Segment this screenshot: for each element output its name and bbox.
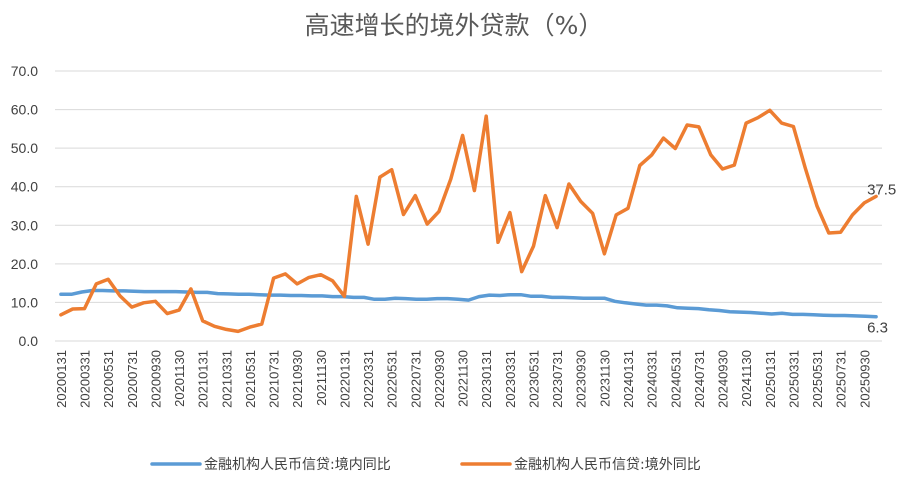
series-end-label-0: 6.3 bbox=[867, 320, 888, 337]
series-lines bbox=[59, 108, 878, 334]
series-line-0 bbox=[59, 288, 878, 319]
x-tick-label: 20250531 bbox=[810, 350, 825, 408]
gridlines bbox=[55, 70, 882, 342]
x-tick-label: 20240331 bbox=[645, 350, 660, 408]
x-tick-label: 20241130 bbox=[739, 350, 754, 407]
y-tick-label: 0.0 bbox=[19, 333, 39, 349]
x-tick-label: 20250930 bbox=[857, 350, 872, 408]
chart-title: 高速增长的境外贷款（%） bbox=[305, 11, 604, 40]
y-tick-label: 20.0 bbox=[11, 256, 38, 272]
x-tick-label: 20220930 bbox=[432, 350, 447, 408]
x-tick-label: 20250131 bbox=[763, 350, 778, 408]
x-axis-tick-labels: 20200131 20200331 20200531 20200731 20200930… bbox=[54, 350, 872, 408]
x-tick-label: 20210531 bbox=[243, 350, 258, 408]
legend-label-1: 金融机构人民币信贷:境外同比 bbox=[514, 457, 701, 473]
y-tick-label: 40.0 bbox=[11, 179, 38, 195]
x-tick-label: 20230331 bbox=[503, 350, 518, 408]
series-line-1 bbox=[59, 108, 878, 334]
x-tick-label: 20250331 bbox=[786, 350, 801, 408]
x-tick-label: 20240930 bbox=[716, 350, 731, 408]
y-tick-label: 30.0 bbox=[11, 217, 38, 233]
y-axis-tick-labels: 0.0 10.0 20.0 30.0 40.0 50.0 60.0 70.0 bbox=[11, 63, 38, 349]
series-end-label-1: 37.5 bbox=[867, 181, 896, 198]
x-tick-label: 20230930 bbox=[574, 350, 589, 408]
x-tick-label: 20231130 bbox=[597, 350, 612, 407]
x-tick-label: 20210331 bbox=[219, 350, 234, 408]
x-tick-label: 20230531 bbox=[526, 350, 541, 408]
legend-label-0: 金融机构人民币信贷:境内同比 bbox=[204, 457, 391, 473]
x-tick-label: 20210131 bbox=[196, 350, 211, 408]
x-tick-label: 20221130 bbox=[456, 350, 471, 407]
x-tick-label: 20240531 bbox=[668, 350, 683, 408]
x-tick-label: 20220331 bbox=[361, 350, 376, 408]
x-tick-label: 20240731 bbox=[692, 350, 707, 408]
x-tick-label: 20220131 bbox=[337, 350, 352, 408]
x-tick-label: 20230131 bbox=[479, 350, 494, 408]
x-tick-label: 20200331 bbox=[78, 350, 93, 408]
x-tick-label: 20200930 bbox=[148, 350, 163, 408]
x-tick-label: 20200531 bbox=[101, 350, 116, 408]
y-tick-label: 10.0 bbox=[11, 294, 38, 310]
x-tick-label: 20201130 bbox=[172, 350, 187, 407]
x-tick-label: 20211130 bbox=[314, 350, 329, 406]
x-tick-label: 20210731 bbox=[267, 350, 282, 408]
x-tick-label: 20200131 bbox=[54, 350, 69, 408]
x-tick-label: 20220531 bbox=[385, 350, 400, 408]
x-tick-label: 20220731 bbox=[408, 350, 423, 408]
x-tick-label: 20250731 bbox=[834, 350, 849, 408]
end-labels: 6.3 37.5 bbox=[867, 181, 896, 336]
x-tick-label: 20240131 bbox=[621, 350, 636, 408]
y-tick-label: 70.0 bbox=[11, 63, 38, 79]
x-tick-label: 20210930 bbox=[290, 350, 305, 408]
y-tick-label: 60.0 bbox=[11, 102, 38, 118]
x-tick-label: 20200731 bbox=[125, 350, 140, 408]
legend: 金融机构人民币信贷:境内同比 金融机构人民币信贷:境外同比 bbox=[150, 457, 701, 473]
y-tick-label: 50.0 bbox=[11, 140, 38, 156]
x-tick-label: 20230731 bbox=[550, 350, 565, 408]
